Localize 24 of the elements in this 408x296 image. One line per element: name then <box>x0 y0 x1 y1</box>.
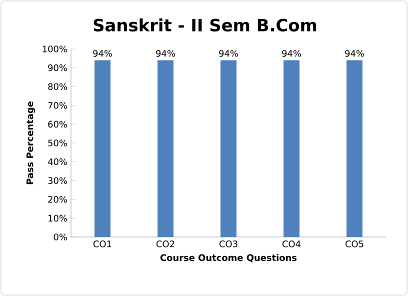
y-tick-label: 10% <box>48 214 67 222</box>
x-tick-label: CO1 <box>93 240 112 248</box>
x-tick-label: CO4 <box>282 240 301 248</box>
y-tick-label: 0% <box>54 234 67 240</box>
data-label: 94% <box>156 50 175 57</box>
y-tick-label: 70% <box>48 102 67 109</box>
y-tick-label: 60% <box>48 120 67 128</box>
y-tick-label: 80% <box>48 83 67 90</box>
data-label: 94% <box>93 50 112 57</box>
x-tick-label: CO5 <box>345 240 364 248</box>
y-axis-title: Pass Percentage <box>26 101 36 184</box>
y-tick-label: 100% <box>42 46 67 52</box>
y-tick-label: 40% <box>48 158 67 166</box>
y-tick-label: 30% <box>48 177 67 184</box>
chart-title: Sanskrit - II Sem B.Com <box>94 18 316 32</box>
y-tick-label: 90% <box>48 64 67 72</box>
y-tick-label: 20% <box>48 196 67 203</box>
data-label: 94% <box>282 50 301 57</box>
data-label: 94% <box>345 50 364 57</box>
x-axis-title: Course Outcome Questions <box>160 254 297 262</box>
x-tick-label: CO2 <box>156 240 174 248</box>
x-tick-label: CO3 <box>219 240 238 248</box>
data-label: 94% <box>219 50 238 57</box>
y-tick-label: 50% <box>48 140 67 146</box>
